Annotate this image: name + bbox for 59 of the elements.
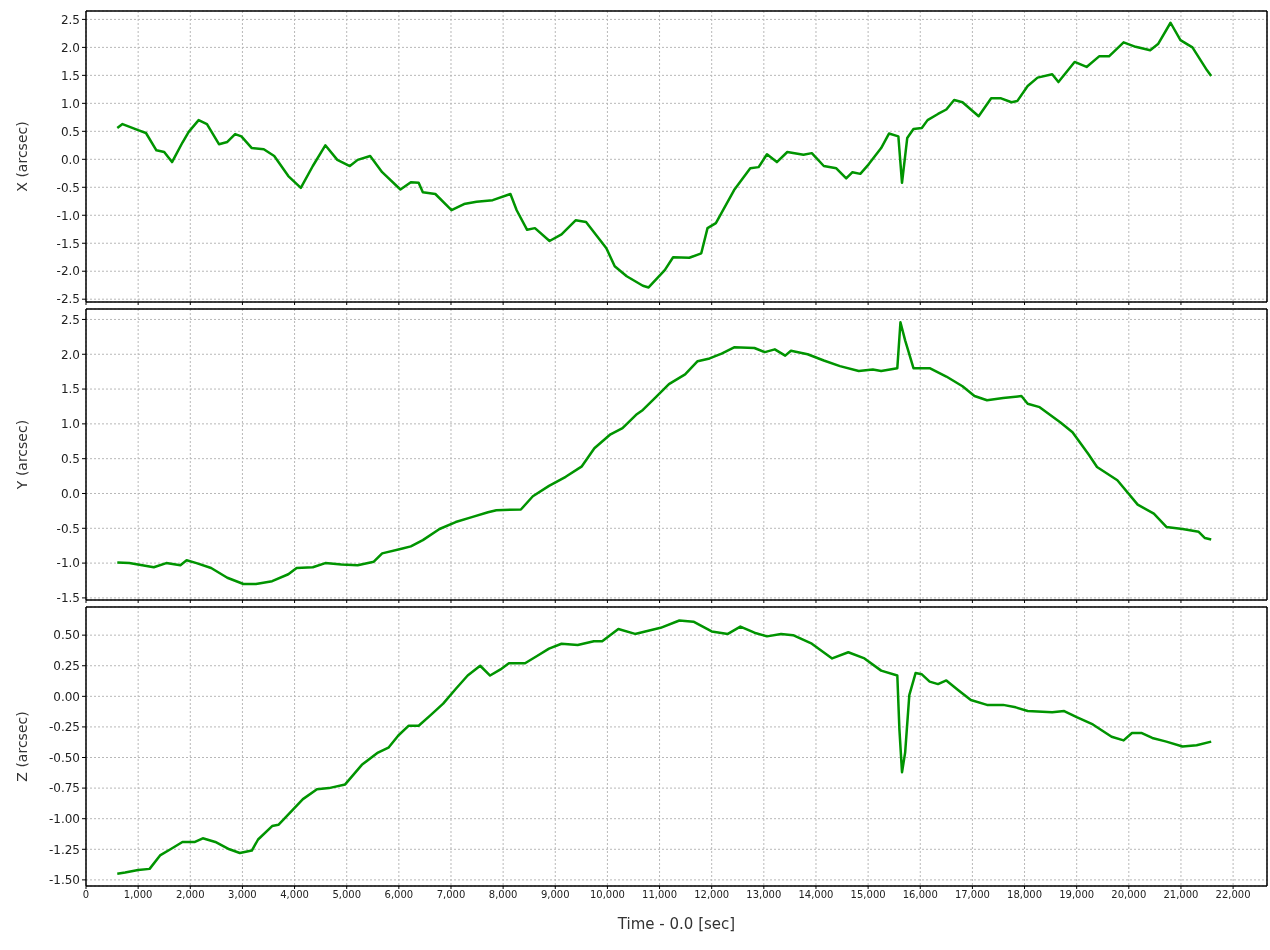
- line-series: [116, 21, 1213, 289]
- y-tick-label: -0.5: [56, 180, 80, 195]
- x-axis-title: Time - 0.0 [sec]: [616, 914, 736, 933]
- y-tick-label: -1.0: [56, 208, 80, 223]
- y-tick-label: 0.50: [53, 628, 80, 643]
- y-tick-label: 1.5: [60, 68, 80, 83]
- x-tick-label: 9,000: [540, 889, 570, 901]
- x-tick-label: 13,000: [746, 889, 782, 901]
- y-axis-title: Z (arcsec): [13, 711, 30, 782]
- y-tick-label: 0.0: [60, 152, 80, 167]
- x-tick-label: 4,000: [280, 889, 309, 901]
- y-tick-label: 1.5: [60, 382, 80, 397]
- line-series: [116, 320, 1213, 586]
- line-series: [116, 619, 1213, 876]
- y-tick-label: 2.5: [60, 312, 80, 327]
- x-tick-label: 1,000: [123, 889, 153, 901]
- y-tick-label: -1.50: [48, 873, 80, 888]
- y-tick-label: -1.5: [56, 236, 80, 251]
- x-tick-label: 7,000: [436, 889, 466, 901]
- y-tick-label: 2.0: [60, 40, 80, 55]
- x-tick-label: 10,000: [589, 889, 625, 901]
- y-tick-label: -0.5: [56, 521, 80, 536]
- y-tick-label: 0.25: [53, 659, 80, 673]
- y-tick-label: -2.0: [56, 264, 80, 279]
- y-tick-label: 0.0: [60, 486, 80, 501]
- y-tick-label: -0.75: [48, 781, 80, 796]
- x-tick-label: 18,000: [1007, 889, 1043, 901]
- x-tick-label: 2,000: [175, 889, 205, 901]
- x-tick-label: 12,000: [694, 889, 730, 901]
- x-tick-label: 20,000: [1111, 889, 1147, 901]
- y-tick-label: -0.50: [48, 750, 80, 765]
- x-tick-label: 5,000: [332, 889, 362, 901]
- x-tick-label: 8,000: [488, 889, 518, 901]
- y-tick-label: 1.0: [60, 96, 80, 111]
- y-tick-label: 0.5: [60, 451, 80, 466]
- x-tick-label: 6,000: [384, 889, 414, 901]
- y-tick-label: 1.0: [60, 417, 80, 432]
- x-tick-label: 3,000: [228, 889, 257, 901]
- y-tick-label: -2.5: [56, 292, 80, 307]
- x-tick-label: 11,000: [642, 889, 678, 901]
- x-tick-label: 22,000: [1215, 889, 1251, 901]
- x-tick-label: 0: [82, 889, 90, 901]
- x-tick-label: 21,000: [1163, 889, 1199, 901]
- y-tick-label: 2.5: [60, 12, 80, 27]
- y-axis-title: X (arcsec): [13, 121, 30, 192]
- x-tick-label: 14,000: [798, 889, 834, 901]
- x-tick-label: 17,000: [954, 889, 990, 901]
- y-tick-label: -1.25: [48, 842, 80, 857]
- y-axis-title: Y (arcsec): [13, 419, 30, 491]
- y-tick-label: 0.5: [60, 124, 80, 139]
- y-tick-label: -0.25: [48, 720, 80, 735]
- y-tick-label: 2.0: [60, 347, 80, 362]
- y-tick-label: 0.00: [53, 689, 80, 704]
- y-tick-label: -1.5: [56, 591, 80, 606]
- x-tick-label: 16,000: [902, 889, 938, 901]
- x-tick-label: 19,000: [1059, 889, 1095, 901]
- y-tick-label: -1.00: [48, 811, 80, 826]
- x-tick-label: 15,000: [850, 889, 886, 901]
- y-tick-label: -1.0: [56, 556, 80, 571]
